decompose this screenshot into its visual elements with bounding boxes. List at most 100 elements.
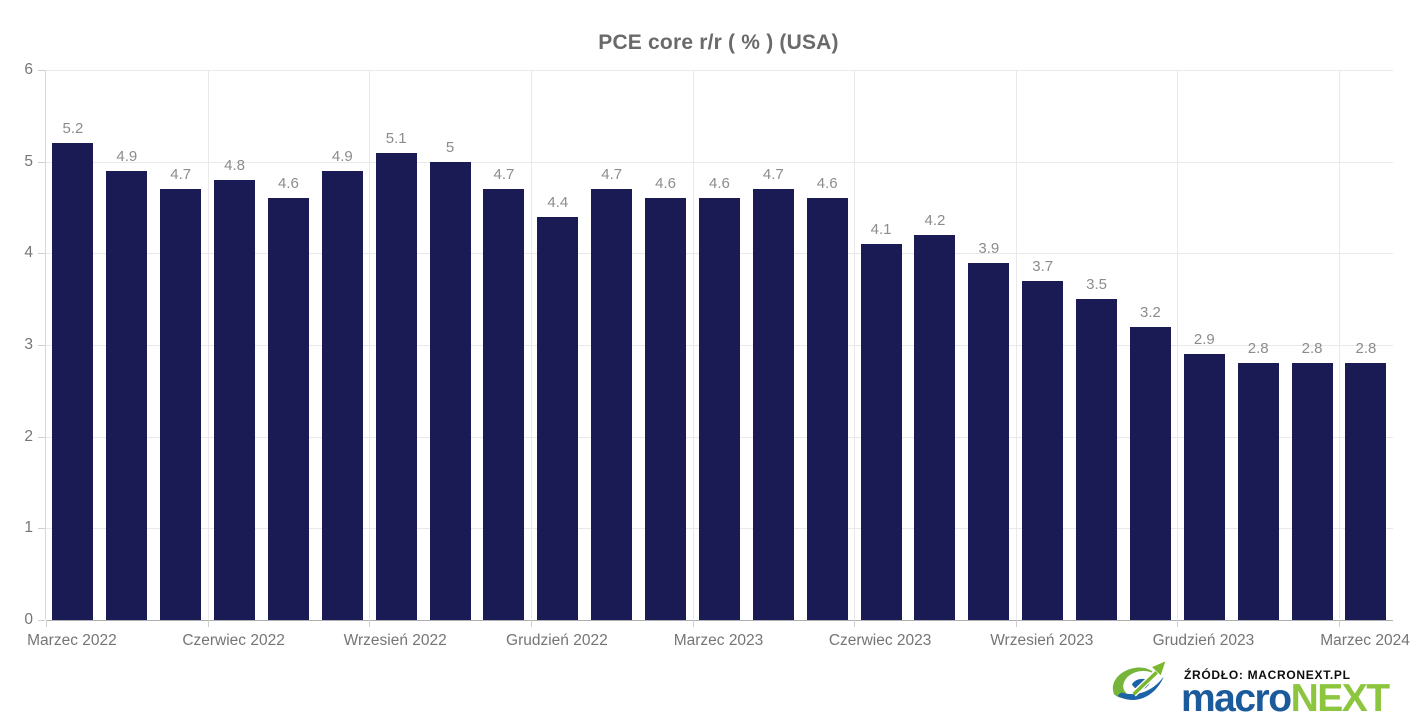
x-tick-label: Grudzień 2022: [506, 632, 608, 649]
v-gridline: [369, 70, 371, 620]
bar: [1183, 354, 1225, 620]
x-tick-label: Marzec 2024: [1320, 632, 1410, 649]
bar: [52, 143, 94, 620]
bar-value-label: 4.8: [224, 157, 245, 174]
bar: [321, 170, 363, 620]
bar-slot: 4.1: [854, 70, 908, 620]
bar: [860, 244, 902, 620]
bar-value-label: 2.9: [1193, 331, 1215, 349]
bar-slot: 2.8: [1339, 70, 1393, 620]
h-gridline: [46, 620, 1393, 621]
y-tick-mark: [38, 345, 45, 346]
x-tick-mark: [46, 620, 47, 627]
bar-slot: 4.4: [531, 70, 585, 620]
y-tick-label: 6: [24, 61, 33, 78]
x-tick-mark: [530, 620, 532, 627]
bar-value-label: 4.4: [547, 193, 569, 211]
bar-value-label: 5.1: [385, 129, 407, 147]
macronext-logo-icon: [1112, 661, 1166, 700]
y-tick-mark: [38, 253, 45, 255]
bar-slot: 4.6: [262, 70, 316, 620]
brand-wordmark: macroNEXT: [1181, 679, 1390, 717]
bar-value-label: 4.7: [170, 166, 192, 184]
bar-slot: 3.9: [962, 70, 1016, 620]
bar: [429, 161, 471, 620]
x-tick-label: Czerwiec 2023: [828, 632, 932, 649]
x-axis: Marzec 2022 Czerwiec 2022 Wrzesień 2022 Gru…: [27, 628, 1410, 654]
bar: [160, 189, 202, 620]
bar: [214, 180, 256, 620]
x-tick-label: Grudzień 2023: [1152, 632, 1255, 649]
v-gridline: [1015, 70, 1017, 620]
y-tick-label: 4: [24, 244, 33, 262]
bar: [968, 262, 1010, 620]
bar-slot: 2.8: [1285, 70, 1339, 620]
x-tick-label: Marzec 2023: [673, 632, 764, 649]
bar: [267, 198, 309, 620]
v-gridline: [854, 70, 856, 620]
h-gridline: [46, 70, 1393, 71]
chart-title: PCE core r/r ( % ) (USA): [598, 31, 839, 54]
h-gridline: [46, 161, 1393, 163]
bar-value-label: 4.7: [762, 166, 784, 184]
bar-value-label: 5: [445, 138, 455, 156]
x-tick-mark: [854, 620, 856, 627]
x-tick-mark: [1015, 620, 1017, 627]
bar: [1129, 326, 1171, 620]
y-tick-mark: [38, 436, 45, 438]
brand-footer: ŹRÓDŁO: MACRONEXT.PL macroNEXT: [1106, 659, 1390, 717]
bar-slot: 4.6: [800, 70, 854, 620]
bar-value-label: 2.8: [1301, 340, 1323, 358]
source-label: ŹRÓDŁO: MACRONEXT.PL: [1184, 668, 1351, 683]
bar-value-label: 4.9: [116, 147, 138, 165]
bar: [375, 152, 417, 620]
bar-slot: 3.2: [1124, 70, 1178, 620]
bar: [537, 216, 579, 620]
x-tick-mark: [692, 620, 694, 627]
bar-slot: 5: [423, 70, 477, 620]
bar: [1291, 363, 1333, 620]
y-axis: 0 1 2 3 4 5 6: [0, 61, 45, 628]
bar-slot: 4.6: [639, 70, 693, 620]
bar-slot: 2.8: [1231, 70, 1285, 620]
bar-value-label: 4.7: [493, 166, 515, 184]
bar: [1076, 299, 1118, 620]
bar-slot: 4.2: [908, 70, 962, 620]
x-tick-mark: [369, 620, 371, 627]
bar-slot: 4.8: [208, 70, 262, 620]
x-tick-label: Czerwiec 2022: [182, 632, 285, 649]
bar-value-label: 4.7: [601, 166, 623, 184]
y-tick-label: 5: [24, 152, 33, 170]
bar: [483, 189, 525, 620]
bar-value-label: 4.6: [655, 175, 676, 193]
x-tick-label: Wrzesień 2023: [990, 632, 1094, 649]
v-gridline: [530, 70, 532, 620]
bar: [914, 235, 956, 620]
bar-slot: 4.7: [585, 70, 639, 620]
bar-slot: 2.9: [1177, 70, 1231, 620]
bar-value-label: 3.9: [978, 239, 1000, 257]
x-tick-mark: [1177, 620, 1179, 627]
bar-slot: 4.9: [100, 70, 154, 620]
plot-area: 5.2 4.9 4.7 4.8 4.6 4.9 5.1 5 4.7 4.4 4.7 4.6 4.6 4.7…: [45, 70, 1393, 627]
y-tick-mark: [38, 620, 45, 621]
bar: [645, 198, 687, 620]
y-tick-label: 3: [24, 336, 33, 353]
bar-slot: 5.1: [369, 70, 423, 620]
y-tick-mark: [38, 161, 45, 163]
x-tick-mark: [207, 620, 209, 627]
bar-value-label: 4.6: [816, 175, 838, 193]
y-tick-label: 1: [24, 519, 33, 537]
bar-value-label: 4.1: [870, 221, 892, 239]
brand-macro: macro: [1181, 677, 1292, 717]
bar-slot: 3.7: [1016, 70, 1070, 620]
bar-value-label: 2.8: [1247, 340, 1269, 358]
bar-value-label: 5.2: [62, 120, 84, 138]
bar-slot: 4.7: [746, 70, 800, 620]
bar: [591, 189, 633, 620]
y-tick-mark: [38, 70, 45, 71]
bar-value-label: 4.6: [278, 175, 299, 193]
x-tick-label: Wrzesień 2022: [343, 632, 447, 649]
v-gridline: [207, 70, 209, 620]
